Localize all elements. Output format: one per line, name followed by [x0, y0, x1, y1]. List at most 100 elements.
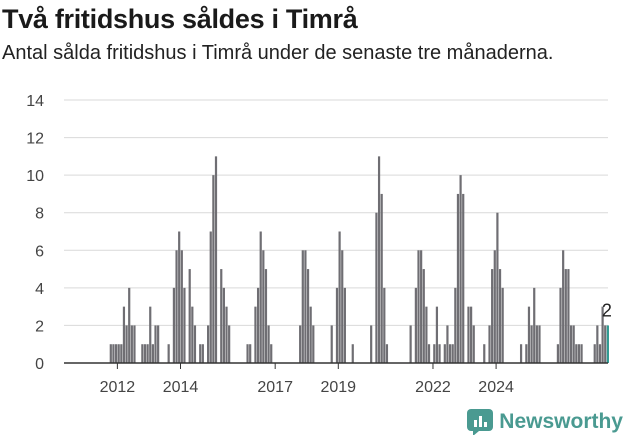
- y-tick-label: 4: [35, 281, 44, 298]
- bar: [267, 325, 270, 363]
- bar: [228, 325, 231, 363]
- bar: [501, 287, 504, 363]
- y-tick-label: 8: [35, 206, 44, 223]
- bar: [128, 287, 131, 363]
- bar: [183, 287, 186, 363]
- bar: [569, 325, 573, 363]
- bar: [385, 344, 389, 363]
- bar: [133, 325, 136, 363]
- bar: [572, 325, 575, 363]
- bar: [435, 306, 439, 363]
- bar: [596, 325, 599, 363]
- bar: [209, 231, 212, 363]
- bar: [451, 344, 454, 363]
- bars: [109, 156, 609, 363]
- bar: [312, 325, 315, 363]
- bar: [201, 344, 204, 363]
- bar: [120, 344, 123, 363]
- bar: [122, 306, 126, 363]
- x-tick-label: 2012: [100, 379, 136, 396]
- bar: [556, 344, 559, 363]
- bar: [448, 344, 452, 363]
- bar: [470, 306, 473, 363]
- bar: [483, 344, 486, 363]
- bar: [459, 175, 462, 363]
- bar: [530, 325, 533, 363]
- bar: [414, 287, 417, 363]
- bar: [593, 344, 596, 363]
- bar: [562, 250, 565, 363]
- x-tick-label: 2014: [163, 379, 199, 396]
- y-tick-label: 14: [26, 93, 44, 110]
- bar: [309, 306, 312, 363]
- bar: [525, 344, 528, 363]
- bar: [151, 344, 154, 363]
- bar: [472, 325, 475, 363]
- bar: [491, 269, 494, 363]
- bar: [580, 344, 583, 363]
- bar: [383, 287, 386, 363]
- bar: [535, 325, 538, 363]
- bar: [533, 287, 536, 363]
- bar: [193, 325, 197, 363]
- bar: [214, 156, 218, 363]
- bar: [417, 250, 420, 363]
- bar: [117, 344, 120, 363]
- bar: [351, 344, 354, 363]
- bar: [301, 250, 304, 363]
- bar: [220, 269, 223, 363]
- bar: [254, 306, 257, 363]
- bar: [149, 306, 152, 363]
- bar: [567, 269, 570, 363]
- bar: [559, 287, 562, 363]
- bar: [146, 344, 149, 363]
- bar: [188, 269, 191, 363]
- y-tick-label: 2: [35, 318, 44, 335]
- bar: [249, 344, 252, 363]
- bar: [454, 287, 457, 363]
- bar: [462, 193, 465, 363]
- bar: [467, 306, 470, 363]
- bar: [443, 344, 446, 363]
- bar: [141, 344, 144, 363]
- highlight-value-label: 2: [602, 300, 612, 320]
- bar: [604, 325, 607, 363]
- bar: [175, 250, 178, 363]
- bar: [380, 193, 383, 363]
- bar: [143, 344, 147, 363]
- y-tick-label: 0: [35, 356, 44, 373]
- bar: [125, 325, 128, 363]
- bar: [225, 306, 228, 363]
- bar: [422, 269, 425, 363]
- bar: [222, 287, 225, 363]
- bar: [335, 287, 339, 363]
- bar: [598, 344, 602, 363]
- brand-name: Newsworthy: [499, 410, 623, 433]
- bar: [256, 287, 260, 363]
- bar: [130, 325, 133, 363]
- bar: [538, 325, 541, 363]
- newsworthy-logo-icon: [467, 409, 494, 436]
- bar: [167, 344, 170, 363]
- bar: [370, 325, 373, 363]
- bar: [519, 344, 523, 363]
- bar: [456, 193, 460, 363]
- bar: [199, 344, 202, 363]
- newsworthy-brand: Newsworthy: [467, 409, 623, 436]
- y-tick-label: 12: [26, 131, 44, 148]
- bar: [259, 231, 262, 363]
- bar: [262, 250, 265, 363]
- bar: [493, 250, 496, 363]
- bar: [112, 344, 115, 363]
- bar: [420, 250, 423, 363]
- bar: [246, 344, 249, 363]
- bar: [178, 231, 181, 363]
- x-tick-label: 2019: [320, 379, 356, 396]
- bar: [575, 344, 578, 363]
- bar: [496, 212, 499, 363]
- bar: [601, 306, 604, 363]
- chart-title: Två fritidshus såldes i Timrå: [2, 4, 358, 34]
- bar: [498, 269, 502, 363]
- bar: [306, 269, 310, 363]
